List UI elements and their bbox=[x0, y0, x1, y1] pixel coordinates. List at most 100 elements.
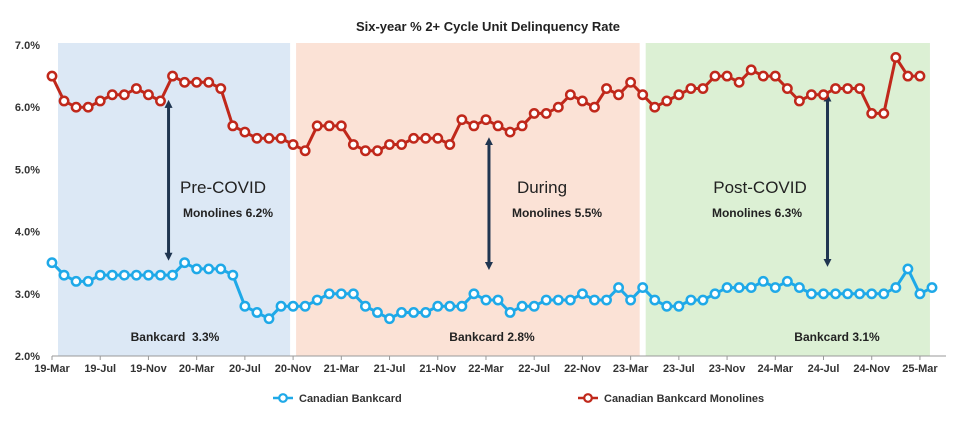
data-point bbox=[806, 288, 817, 300]
data-point bbox=[468, 120, 480, 132]
data-point bbox=[251, 132, 263, 144]
data-point bbox=[576, 95, 588, 107]
data-point bbox=[625, 294, 637, 306]
data-point bbox=[878, 288, 890, 300]
y-tick-label: 3.0% bbox=[15, 289, 40, 301]
data-point bbox=[335, 288, 347, 300]
x-tick-label: 21-Jul bbox=[374, 363, 406, 375]
data-point bbox=[854, 288, 866, 300]
data-point bbox=[155, 269, 166, 281]
bankcard-annotation: Bankcard 3.3% bbox=[131, 330, 220, 344]
legend: Canadian Bankcard Canadian Bankcard Monol… bbox=[273, 393, 764, 405]
data-point bbox=[793, 95, 805, 107]
data-point bbox=[709, 288, 721, 300]
data-point bbox=[926, 282, 938, 294]
data-point bbox=[649, 101, 661, 113]
x-tick-label: 19-Mar bbox=[34, 363, 70, 375]
data-point bbox=[492, 294, 504, 306]
data-point bbox=[504, 307, 516, 318]
data-point bbox=[239, 126, 251, 138]
y-tick-label: 4.0% bbox=[15, 227, 40, 239]
data-point bbox=[167, 269, 178, 281]
data-point bbox=[372, 307, 383, 318]
data-point bbox=[866, 288, 878, 300]
data-point bbox=[46, 257, 58, 269]
data-point bbox=[721, 70, 733, 82]
data-point bbox=[589, 294, 600, 306]
data-point bbox=[359, 300, 371, 312]
data-point bbox=[287, 139, 299, 150]
data-point bbox=[444, 300, 456, 312]
data-point bbox=[745, 282, 757, 294]
data-point bbox=[58, 95, 70, 107]
data-point bbox=[384, 139, 395, 150]
data-point bbox=[130, 83, 142, 94]
data-point bbox=[70, 101, 82, 113]
data-point bbox=[191, 263, 203, 275]
data-point bbox=[227, 269, 239, 281]
data-point bbox=[637, 282, 649, 294]
data-point bbox=[46, 70, 58, 82]
data-point bbox=[781, 275, 793, 287]
x-tick-label: 21-Mar bbox=[324, 363, 360, 375]
data-point bbox=[275, 300, 287, 312]
data-point bbox=[793, 282, 805, 294]
data-point bbox=[323, 120, 335, 132]
data-point bbox=[359, 145, 371, 157]
data-point bbox=[757, 70, 769, 82]
data-point bbox=[311, 120, 323, 132]
data-point bbox=[830, 288, 842, 300]
data-point bbox=[191, 76, 203, 88]
data-point bbox=[890, 51, 902, 63]
data-point bbox=[480, 114, 492, 126]
x-tick-label: 20-Mar bbox=[179, 363, 215, 375]
data-point bbox=[601, 294, 612, 306]
data-point bbox=[142, 269, 154, 281]
data-point bbox=[637, 89, 649, 101]
data-point bbox=[82, 275, 94, 287]
data-point bbox=[444, 139, 456, 150]
data-point bbox=[372, 145, 383, 157]
data-point bbox=[311, 294, 323, 306]
data-point bbox=[830, 83, 842, 94]
data-point bbox=[335, 120, 347, 132]
data-point bbox=[215, 263, 227, 275]
data-point bbox=[540, 294, 552, 306]
y-axis-ticks: 2.0% 3.0% 4.0% 5.0% 6.0% 7.0% bbox=[15, 40, 40, 363]
data-point bbox=[757, 275, 769, 287]
monolines-annotation: Monolines 5.5% bbox=[512, 206, 602, 220]
period-band bbox=[58, 43, 291, 356]
x-tick-label: 24-Nov bbox=[853, 363, 891, 375]
data-point bbox=[769, 282, 781, 294]
monolines-annotation: Monolines 6.2% bbox=[183, 206, 273, 220]
data-point bbox=[347, 288, 359, 300]
series-monolines bbox=[46, 51, 926, 157]
x-tick-label: 22-Jul bbox=[518, 363, 550, 375]
legend-item: Canadian Bankcard Monolines bbox=[578, 393, 764, 405]
data-point bbox=[287, 300, 299, 312]
data-point bbox=[396, 139, 408, 150]
data-point bbox=[203, 76, 215, 88]
x-tick-label: 23-Jul bbox=[663, 363, 695, 375]
data-point bbox=[842, 83, 854, 94]
data-point bbox=[263, 132, 275, 144]
series-bankcard bbox=[46, 257, 938, 325]
data-point bbox=[601, 83, 612, 94]
data-point bbox=[697, 294, 709, 306]
data-point bbox=[167, 70, 178, 82]
data-point bbox=[130, 269, 142, 281]
data-point bbox=[733, 282, 745, 294]
data-point bbox=[480, 294, 492, 306]
data-point bbox=[179, 76, 191, 88]
data-point bbox=[842, 288, 854, 300]
data-point bbox=[299, 145, 311, 157]
data-point bbox=[408, 307, 420, 318]
data-point bbox=[902, 263, 914, 275]
data-point bbox=[420, 132, 432, 144]
x-tick-label: 23-Nov bbox=[709, 363, 747, 375]
data-point bbox=[769, 70, 781, 82]
period-name: During bbox=[517, 178, 567, 197]
data-point bbox=[589, 101, 600, 113]
period-band bbox=[296, 43, 640, 356]
